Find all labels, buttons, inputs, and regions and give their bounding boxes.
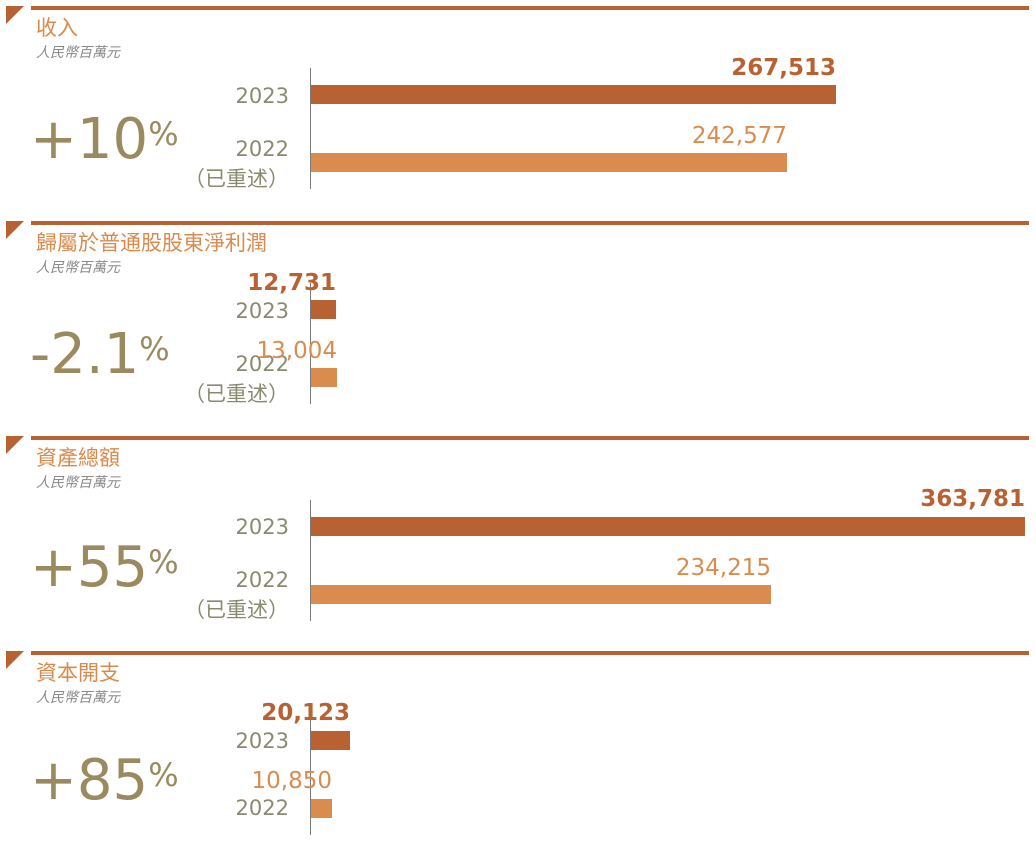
total-assets-panel: 資產總額 人民幣百萬元 +55% 2023 2022 （已重述） 363,781…: [0, 430, 1036, 645]
bar-previous: [311, 585, 771, 604]
chart-axis: [310, 283, 311, 404]
change-value: +10: [30, 107, 149, 172]
year-label-previous: 2022: [235, 352, 289, 376]
change-symbol: %: [148, 115, 179, 153]
panel-unit: 人民幣百萬元: [36, 260, 120, 276]
value-label-current: 267,513: [731, 55, 836, 81]
value-label-current: 363,781: [920, 486, 1025, 512]
chart-axis: [310, 500, 311, 621]
panel-unit: 人民幣百萬元: [36, 475, 120, 491]
panel-top-rule: [31, 221, 1029, 225]
year-label-current: 2023: [235, 84, 289, 108]
value-label-previous: 234,215: [675, 555, 771, 581]
bar-previous: [311, 153, 787, 172]
bar-previous: [311, 368, 337, 387]
bar-current: [311, 85, 836, 104]
panel-title: 歸屬於普通股股東淨利潤: [36, 231, 267, 255]
panel-unit: 人民幣百萬元: [36, 690, 120, 706]
bar-previous: [311, 799, 332, 818]
year-note-previous: （已重述）: [184, 167, 289, 191]
panel-top-rule: [31, 651, 1029, 655]
change-percent: +10%: [30, 112, 179, 168]
year-label-current: 2023: [235, 515, 289, 539]
value-label-current: 20,123: [261, 700, 350, 726]
bar-current: [311, 517, 1025, 536]
change-symbol: %: [148, 543, 179, 581]
capex-panel: 資本開支 人民幣百萬元 +85% 2023 2022 20,123 10,850: [0, 645, 1036, 853]
panel-title: 收入: [36, 16, 78, 40]
year-label-current: 2023: [235, 299, 289, 323]
change-value: +85: [30, 748, 149, 813]
panel-top-rule: [31, 6, 1029, 10]
value-label-previous: 242,577: [691, 123, 787, 149]
net-profit-panel: 歸屬於普通股股東淨利潤 人民幣百萬元 -2.1% 2023 2022 （已重述）…: [0, 215, 1036, 430]
year-note-previous: （已重述）: [184, 382, 289, 406]
panel-unit: 人民幣百萬元: [36, 45, 120, 61]
revenue-panel: 收入 人民幣百萬元 +10% 2023 2022 （已重述） 267,513 2…: [0, 0, 1036, 215]
bar-current: [311, 731, 350, 750]
change-value: -2.1: [30, 322, 140, 387]
year-label-previous: 2022: [235, 796, 289, 820]
value-label-current: 12,731: [247, 270, 336, 296]
panel-title: 資產總額: [36, 446, 120, 470]
change-percent: +55%: [30, 540, 179, 596]
chart-axis: [310, 713, 311, 835]
year-note-previous: （已重述）: [184, 598, 289, 622]
bar-current: [311, 300, 336, 319]
value-label-previous: 13,004: [256, 338, 337, 364]
year-label-current: 2023: [235, 729, 289, 753]
change-symbol: %: [148, 756, 179, 794]
change-symbol: %: [139, 330, 170, 368]
year-label-previous: 2022: [235, 137, 289, 161]
corner-triangle-icon: [6, 436, 24, 454]
corner-triangle-icon: [6, 651, 24, 669]
change-value: +55: [30, 535, 149, 600]
corner-triangle-icon: [6, 6, 24, 24]
panel-title: 資本開支: [36, 661, 120, 685]
panel-top-rule: [31, 436, 1029, 440]
value-label-previous: 10,850: [251, 768, 332, 794]
chart-axis: [310, 68, 311, 189]
change-percent: +85%: [30, 753, 179, 809]
year-label-previous: 2022: [235, 568, 289, 592]
corner-triangle-icon: [6, 221, 24, 239]
change-percent: -2.1%: [30, 327, 170, 383]
